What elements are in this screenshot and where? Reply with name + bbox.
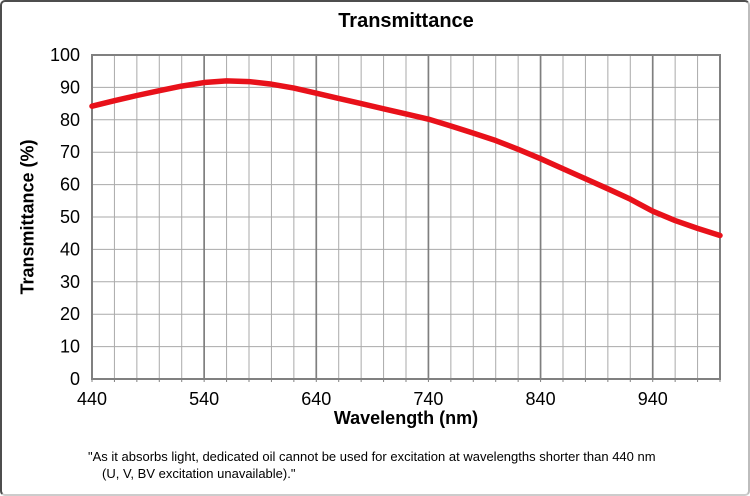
y-tick-label: 80	[60, 110, 80, 130]
y-tick-label: 60	[60, 175, 80, 195]
y-tick-label: 50	[60, 207, 80, 227]
y-tick-label: 100	[50, 45, 80, 65]
chart-title: Transmittance	[338, 10, 474, 32]
y-axis-title: Transmittance (%)	[17, 139, 38, 295]
plot-area: 0 10 20 30 40 50 60 70 80 90 100 440 540 640 740 840 940	[50, 45, 723, 409]
x-axis-title: Wavelength (nm)	[333, 408, 479, 428]
x-tick-label: 740	[413, 389, 443, 409]
x-tick-label: 440	[77, 389, 107, 409]
y-tick-label: 10	[60, 337, 80, 357]
y-tick-label: 0	[70, 369, 80, 389]
caption-line-2: (U, V, BV excitation unavailable)."	[102, 466, 296, 481]
y-tick-label: 70	[60, 142, 80, 162]
y-tick-label: 40	[60, 239, 80, 259]
x-tick-label: 640	[301, 389, 331, 409]
x-tick-label: 840	[526, 389, 556, 409]
x-tick-label: 540	[189, 389, 219, 409]
caption-line-1: "As it absorbs light, dedicated oil cann…	[88, 449, 656, 464]
y-tick-label: 30	[60, 272, 80, 292]
chart-caption: "As it absorbs light, dedicated oil cann…	[88, 448, 728, 482]
y-tick-label: 90	[60, 77, 80, 97]
y-tick-label: 20	[60, 304, 80, 324]
series-line	[89, 78, 723, 239]
x-tick-label: 940	[638, 389, 668, 409]
